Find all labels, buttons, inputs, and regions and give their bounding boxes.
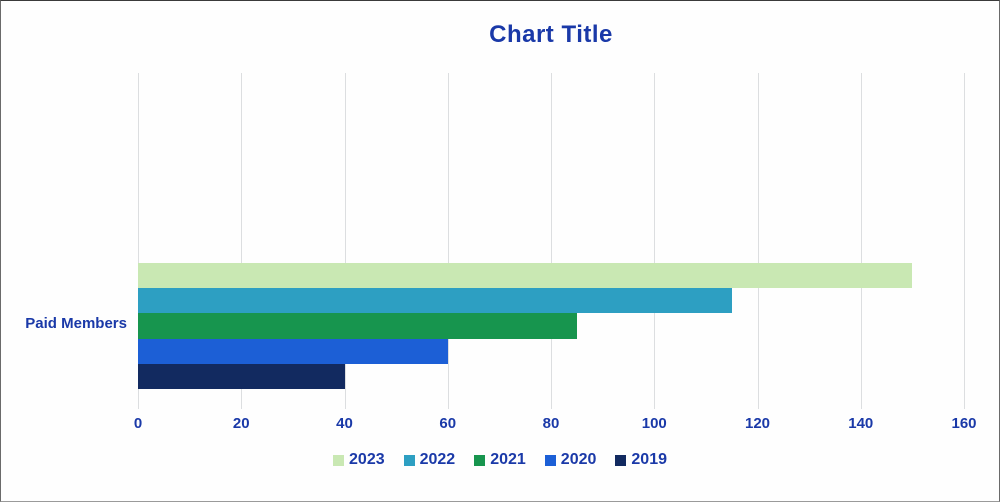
bar-2023 — [138, 263, 913, 289]
legend-marker-2022 — [403, 454, 415, 466]
legend-item-2021: 2021 — [474, 451, 526, 469]
legend-item-2022: 2022 — [403, 451, 456, 469]
bar-2022 — [138, 288, 732, 314]
gridline-x-60 — [447, 73, 449, 409]
gridline-x-40 — [344, 73, 346, 409]
legend-label-2021: 2021 — [490, 451, 526, 468]
gridline-x-120 — [757, 73, 759, 409]
x-axis-tick-label-60: 60 — [439, 415, 457, 432]
x-axis-tick-label-140: 140 — [848, 415, 874, 432]
legend-marker-2019 — [615, 454, 627, 466]
legend-label-2020: 2020 — [560, 451, 597, 468]
y-axis-category-label: Paid Members — [25, 315, 127, 332]
chart-title: Chart Title — [489, 21, 613, 48]
gridline-x-80 — [551, 73, 552, 409]
x-axis-tick-label-100: 100 — [641, 415, 667, 432]
gridline-x-20 — [241, 73, 243, 409]
legend-label-2019: 2019 — [631, 451, 667, 468]
bar-2020 — [138, 338, 448, 364]
legend-label-2022: 2022 — [419, 451, 456, 468]
legend-label-2023: 2023 — [349, 451, 385, 468]
legend-marker-2020 — [544, 454, 556, 466]
x-axis-tick-label-0: 0 — [133, 415, 143, 432]
legend-item-2023: 2023 — [333, 451, 385, 469]
legend-marker-2021 — [474, 454, 486, 466]
legend-item-2019: 2019 — [615, 451, 667, 469]
x-axis-tick-label-20: 20 — [232, 415, 250, 432]
x-axis-tick-label-40: 40 — [336, 415, 353, 432]
gridline-x-0 — [138, 73, 139, 409]
x-axis-tick-label-80: 80 — [542, 415, 560, 432]
x-axis-tick-label-160: 160 — [951, 415, 977, 432]
bar-2019 — [138, 363, 345, 389]
x-axis-tick-label-120: 120 — [744, 415, 771, 432]
gridline-x-100 — [654, 73, 656, 409]
gridline-x-160 — [964, 73, 965, 409]
bar-2021 — [138, 313, 577, 339]
gridline-x-140 — [860, 73, 862, 409]
legend: 2023 2022 2021 2020 2019 — [1, 451, 999, 469]
legend-marker-2023 — [333, 454, 345, 466]
legend-item-2020: 2020 — [544, 451, 597, 469]
